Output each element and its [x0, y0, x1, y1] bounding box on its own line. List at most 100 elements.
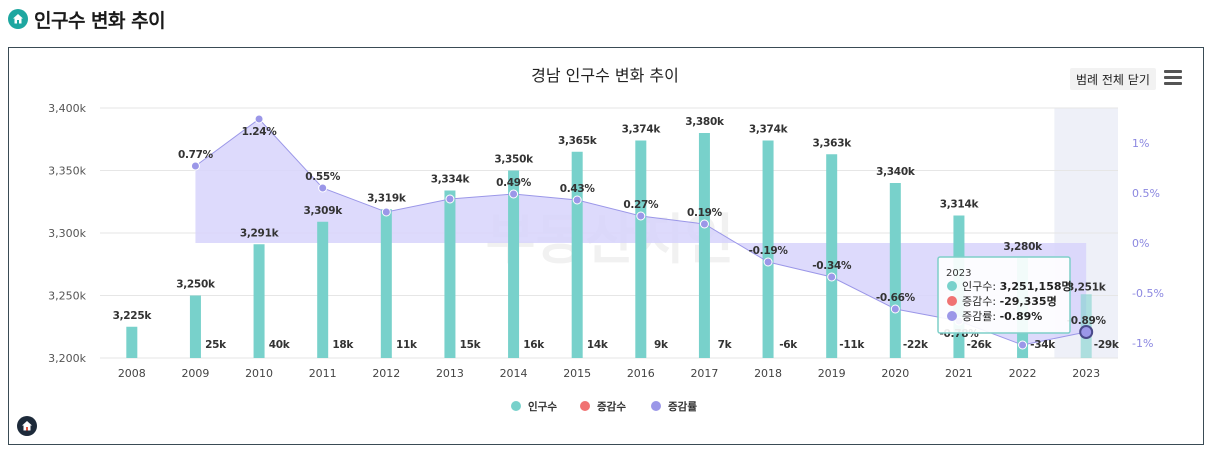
rate-point: [190, 161, 200, 171]
x-tick-label: 2011: [309, 367, 337, 380]
y-left-tick: 3,200k: [48, 352, 86, 365]
y-left-tick: 3,350k: [48, 165, 86, 178]
home-icon: [8, 9, 28, 29]
change-label: 7k: [718, 339, 733, 351]
tooltip-row: 증감률: -0.89%: [962, 310, 1042, 323]
population-label: 3,334k: [431, 174, 471, 186]
population-bar: [826, 154, 838, 358]
rate-point: [572, 195, 582, 205]
population-bar: [508, 170, 520, 358]
rate-label: 0.49%: [496, 177, 532, 189]
x-tick-label: 2018: [754, 367, 782, 380]
rate-label: -0.66%: [876, 292, 916, 304]
y-right-tick: -0.5%: [1132, 287, 1164, 300]
population-label: 3,291k: [240, 227, 280, 239]
chart-title: 경남 인구수 변화 추이: [531, 66, 679, 85]
y-left-tick: 3,300k: [48, 227, 86, 240]
population-bar: [253, 244, 265, 358]
x-tick-label: 2013: [436, 367, 464, 380]
rate-label: 0.19%: [687, 207, 723, 219]
x-tick-label: 2009: [181, 367, 209, 380]
legend-item: 증감수: [597, 401, 626, 413]
population-label: 3,309k: [303, 205, 343, 217]
x-tick-label: 2012: [372, 367, 400, 380]
x-tick-label: 2014: [500, 367, 528, 380]
x-tick-label: 2017: [690, 367, 718, 380]
change-label: 15k: [460, 339, 482, 351]
rate-point: [890, 304, 900, 314]
population-label: 3,363k: [812, 137, 852, 149]
population-bar: [762, 140, 774, 358]
rate-label: -0.89%: [1067, 315, 1107, 327]
change-label: 18k: [332, 339, 354, 351]
tooltip-marker: [947, 296, 957, 306]
change-label: 40k: [269, 339, 291, 351]
population-label: 3,225k: [113, 310, 153, 322]
population-label: 3,250k: [176, 279, 216, 291]
rate-label: 0.77%: [178, 149, 214, 161]
population-bar: [635, 140, 647, 358]
y-right-tick: 0%: [1132, 237, 1149, 250]
rate-point: [254, 114, 264, 124]
rate-point: [763, 257, 773, 267]
population-label: 3,319k: [367, 192, 407, 204]
population-bar: [126, 326, 138, 358]
x-tick-label: 2023: [1072, 367, 1100, 380]
legend-marker: [511, 401, 521, 411]
population-label: 3,251k: [1067, 281, 1107, 293]
rate-point: [636, 211, 646, 221]
home-logo-icon[interactable]: [17, 416, 37, 436]
legend-toggle-button[interactable]: 범례 전체 닫기: [1070, 68, 1156, 90]
y-left-tick: 3,250k: [48, 290, 86, 303]
change-label: -26k: [967, 339, 993, 351]
change-label: -6k: [779, 339, 798, 351]
tooltip-row: 인구수: 3,251,158명: [962, 279, 1072, 293]
x-tick-label: 2019: [818, 367, 846, 380]
rate-label: 0.43%: [560, 183, 596, 195]
tooltip-header: 2023: [946, 268, 971, 279]
rate-label: 1.24%: [242, 126, 278, 138]
population-label: 3,314k: [940, 199, 980, 211]
y-left-tick: 3,400k: [48, 102, 86, 115]
rate-label: 0.55%: [305, 171, 341, 183]
rate-point: [699, 219, 709, 229]
hamburger-menu-icon[interactable]: [1164, 70, 1182, 86]
y-right-tick: 1%: [1132, 137, 1149, 150]
y-right-tick: 0.5%: [1132, 187, 1160, 200]
y-right-tick: -1%: [1132, 337, 1153, 350]
legend-marker: [580, 401, 590, 411]
population-label: 3,340k: [876, 166, 916, 178]
rate-point: [827, 272, 837, 282]
population-bar: [189, 295, 201, 358]
population-bar: [317, 221, 329, 358]
population-label: 3,374k: [622, 124, 662, 136]
change-label: -34k: [1030, 339, 1056, 351]
x-tick-label: 2021: [945, 367, 973, 380]
tooltip-row: 증감수: -29,335명: [962, 294, 1057, 308]
rate-point: [381, 207, 391, 217]
rate-label: -0.34%: [812, 260, 852, 272]
population-bar: [571, 151, 583, 358]
population-label: 3,280k: [1003, 241, 1043, 253]
tooltip-marker: [947, 281, 957, 291]
x-tick-label: 2022: [1009, 367, 1037, 380]
population-label: 3,374k: [749, 124, 789, 136]
x-tick-label: 2015: [563, 367, 591, 380]
change-label: -29k: [1094, 339, 1120, 351]
change-label: -11k: [839, 339, 865, 351]
population-bar: [698, 133, 710, 358]
population-label: 3,350k: [494, 154, 534, 166]
change-label: 9k: [654, 339, 669, 351]
x-tick-label: 2010: [245, 367, 273, 380]
population-label: 3,380k: [685, 116, 725, 128]
population-bar: [380, 209, 392, 358]
population-label: 3,365k: [558, 135, 598, 147]
x-tick-label: 2016: [627, 367, 655, 380]
change-label: 11k: [396, 339, 418, 351]
population-bar: [444, 190, 456, 358]
rate-point: [1079, 325, 1094, 339]
change-label: 25k: [205, 339, 227, 351]
rate-point: [318, 183, 328, 193]
